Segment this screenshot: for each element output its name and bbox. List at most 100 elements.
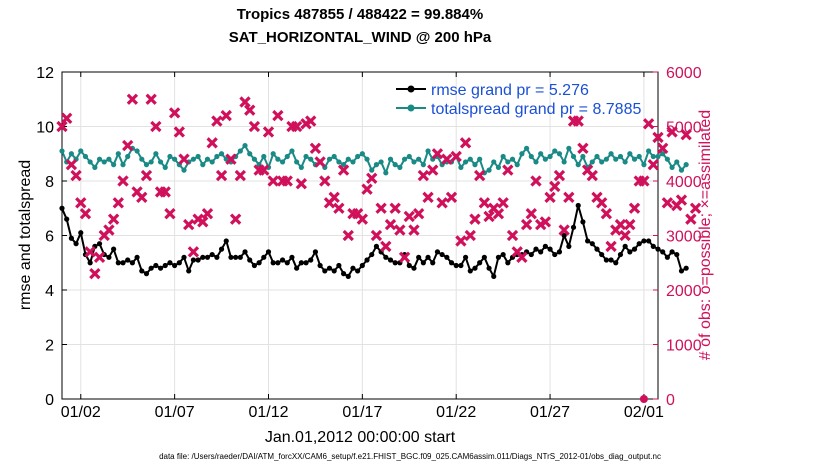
series-0-point	[369, 251, 375, 258]
assimilated-obs-x	[248, 120, 261, 133]
series-1-point	[359, 151, 365, 157]
assimilated-obs-x	[689, 202, 702, 214]
assimilated-obs-x	[380, 240, 392, 253]
assimilated-obs-marker	[93, 251, 106, 263]
series-1-point	[627, 151, 633, 157]
assimilated-obs-x	[600, 208, 613, 220]
series-1-point	[556, 151, 563, 157]
series-0-point	[317, 262, 323, 269]
assimilated-obs-marker	[464, 229, 476, 242]
series-0-point	[125, 257, 131, 263]
assimilated-obs-marker	[689, 202, 702, 214]
assimilated-obs-marker	[248, 120, 261, 133]
series-1-point	[87, 159, 93, 165]
assimilated-obs-marker	[75, 197, 87, 209]
series-1-point	[82, 153, 89, 160]
assimilated-obs-marker	[685, 213, 697, 225]
series-1-point	[575, 162, 581, 168]
series-1-point	[125, 153, 131, 160]
series-0-point	[186, 268, 192, 274]
series-0-point	[237, 254, 243, 260]
assimilated-obs-marker	[647, 158, 659, 171]
series-1-point	[477, 156, 483, 162]
assimilated-obs-x	[164, 208, 176, 220]
assimilated-obs-x	[553, 169, 566, 182]
assimilated-obs-marker	[220, 109, 232, 122]
assimilated-obs-x	[370, 229, 383, 242]
assimilated-obs-x	[267, 175, 279, 187]
chart-title-line-1: Tropics 487855 / 488422 = 99.884%	[237, 6, 483, 23]
series-0-point	[660, 249, 666, 255]
assimilated-obs-x	[211, 115, 223, 127]
series-0-point	[345, 273, 351, 279]
assimilated-obs-x	[220, 109, 232, 122]
series-0-point	[148, 265, 154, 271]
series-1-point	[392, 162, 398, 168]
series-layer	[56, 93, 702, 403]
assimilated-obs-marker	[89, 267, 101, 280]
assimilated-obs-x	[455, 235, 467, 247]
series-0-point	[209, 251, 215, 258]
assimilated-obs-x	[361, 183, 373, 195]
assimilated-obs-marker	[79, 208, 92, 220]
assimilated-obs-marker	[642, 118, 655, 130]
series-0-point	[641, 238, 647, 244]
assimilated-obs-x	[215, 169, 228, 182]
series-1-point	[204, 156, 211, 162]
series-1-point	[678, 167, 685, 173]
series-0-point	[256, 260, 262, 266]
series-1-point	[378, 159, 384, 165]
series-1-point	[195, 153, 201, 160]
series-0-point	[261, 254, 267, 260]
assimilated-obs-marker	[244, 104, 256, 116]
series-1-point	[355, 153, 361, 160]
assimilated-obs-x	[525, 208, 537, 220]
assimilated-obs-x	[206, 137, 218, 149]
series-0-point	[608, 257, 614, 263]
series-0-point	[528, 251, 534, 258]
series-0-point	[580, 219, 586, 225]
series-1-point	[467, 156, 473, 162]
assimilated-obs-marker	[614, 218, 627, 231]
series-0-point	[181, 254, 187, 260]
series-0-point	[585, 238, 591, 244]
series-0-point	[355, 268, 361, 274]
y-left-tick-label: 10	[36, 120, 54, 137]
series-1-point	[350, 159, 356, 165]
series-0-point	[669, 249, 675, 255]
series-1-point	[411, 159, 417, 165]
assimilated-obs-marker	[225, 153, 237, 165]
series-1-point	[364, 156, 370, 162]
series-1-point	[237, 148, 243, 154]
series-1-point	[641, 162, 647, 168]
series-1-point	[519, 151, 525, 157]
assimilated-obs-marker	[380, 240, 392, 253]
assimilated-obs-x	[647, 158, 659, 171]
series-1-point	[373, 162, 380, 168]
y-left-tick-label: 12	[36, 65, 54, 82]
data-file-footnote: data file: /Users/raeder/DAI/ATM_forcXX/…	[159, 452, 661, 461]
assimilated-obs-x	[239, 96, 251, 108]
assimilated-obs-x	[483, 210, 495, 223]
legend: rmse grand pr = 5.276 totalspread grand …	[396, 82, 641, 118]
series-0-point	[491, 273, 497, 279]
assimilated-obs-x	[389, 202, 401, 214]
series-0-point	[340, 271, 347, 277]
assimilated-obs-marker	[309, 142, 322, 154]
series-0-point	[106, 254, 112, 260]
assimilated-obs-marker	[168, 107, 181, 119]
assimilated-obs-marker	[619, 229, 631, 242]
assimilated-obs-x	[140, 169, 153, 182]
possible-obs-marker	[639, 395, 648, 403]
legend-rmse-marker	[407, 85, 415, 93]
assimilated-obs-marker	[624, 218, 636, 231]
assimilated-obs-marker	[197, 216, 209, 228]
assimilated-obs-marker	[178, 153, 190, 165]
assimilated-obs-x	[563, 191, 575, 204]
assimilated-obs-marker	[122, 139, 134, 152]
series-1-point	[143, 162, 150, 168]
series-0-point	[594, 246, 600, 252]
series-0-point	[120, 260, 126, 266]
assimilated-obs-x	[56, 120, 68, 133]
